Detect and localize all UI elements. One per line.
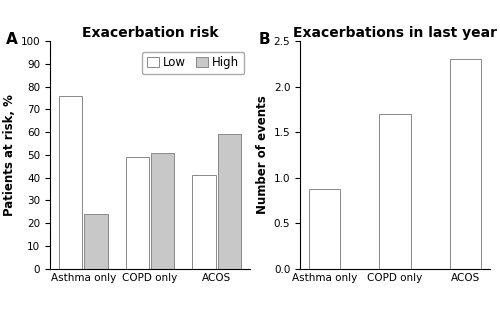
- Bar: [151, 153, 174, 269]
- Bar: [84, 214, 108, 269]
- Bar: [126, 157, 149, 269]
- Legend: Low, High: Low, High: [142, 52, 244, 74]
- Bar: [379, 114, 411, 269]
- Title: Exacerbation risk: Exacerbation risk: [82, 26, 218, 40]
- Bar: [59, 96, 82, 269]
- Bar: [450, 59, 482, 269]
- Bar: [308, 189, 340, 269]
- Bar: [218, 134, 241, 269]
- Y-axis label: Patients at risk, %: Patients at risk, %: [4, 94, 16, 216]
- Title: Exacerbations in last year: Exacerbations in last year: [293, 26, 497, 40]
- Y-axis label: Number of events: Number of events: [256, 95, 270, 214]
- Text: B: B: [258, 32, 270, 47]
- Bar: [192, 175, 216, 269]
- Text: A: A: [6, 32, 18, 47]
